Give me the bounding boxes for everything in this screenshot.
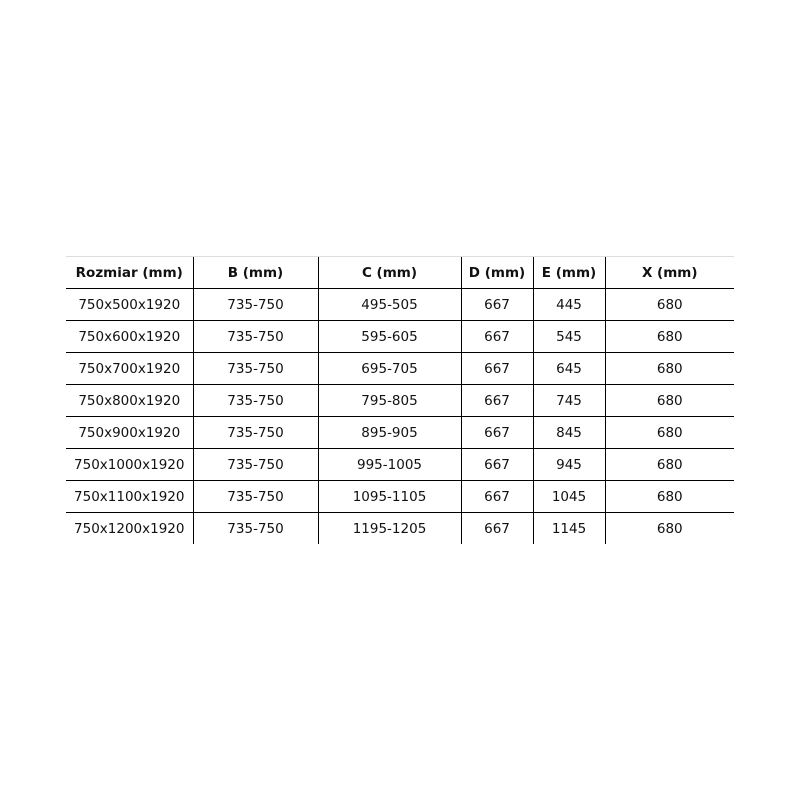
table-cell: 680 (604, 352, 734, 385)
table-cell: 750x1200x1920 (74, 520, 185, 537)
table-cell: 750x800x1920 (66, 384, 193, 417)
table-cell: 735-750 (192, 480, 318, 513)
table-cell: 445 (532, 288, 605, 321)
table-cell: 667 (460, 320, 533, 353)
table-cell: 750x1100x1920 (66, 480, 193, 513)
table-cell: 750x600x1920 (66, 320, 193, 353)
table-cell: 495-505 (317, 288, 461, 321)
table-cell: 680 (604, 448, 734, 481)
table-cell: 750x900x1920 (66, 416, 193, 449)
column-header: C (mm) (317, 256, 461, 289)
table-cell: 795-805 (317, 384, 461, 417)
table-cell: 545 (532, 320, 605, 353)
table-cell: 680 (604, 416, 734, 449)
table-cell: 667 (460, 288, 533, 321)
table-row: 750x700x1920 735-750 695-705 667 645 680 (66, 352, 734, 385)
table-cell: 735-750 (192, 288, 318, 321)
table-cell: 750x700x1920 (66, 352, 193, 385)
table-row: 750x1000x1920 735-750 995-1005 667 945 680 (66, 448, 734, 481)
table-cell: 645 (532, 352, 605, 385)
table-cell: 745 (532, 384, 605, 417)
table-cell: 735-750 (192, 512, 318, 544)
table-cell: 680 (604, 480, 734, 513)
table-cell: 735-750 (192, 416, 318, 449)
table-cell: 695-705 (317, 352, 461, 385)
table-cell: 680 (604, 288, 734, 321)
table-row: 750x600x1920 735-750 595-605 667 545 680 (66, 320, 734, 353)
table-cell: 667 (460, 416, 533, 449)
table-row: 750x1100x1920 735-750 1095-1105 667 1045 680 (66, 480, 734, 513)
table-cell: 667 (460, 512, 533, 544)
table-cell: 1145 (532, 512, 605, 544)
table-cell: 680 (604, 384, 734, 417)
table-row: 750x1200x1920 735-750 1195-1205 667 1145 680 (66, 512, 734, 544)
table-cell: 667 (460, 384, 533, 417)
header-row: Rozmiar (mm) B (mm) C (mm) D (mm) E (mm) X (m… (66, 256, 734, 289)
column-header: D (mm) (460, 256, 533, 289)
table-cell: 735-750 (192, 352, 318, 385)
table-cell: 1045 (532, 480, 605, 513)
table-cell: 735-750 (192, 448, 318, 481)
table-cell: 680 (604, 320, 734, 353)
table-cell: 595-605 (317, 320, 461, 353)
table-cell: 680 (604, 512, 734, 544)
table-row: 750x900x1920 735-750 895-905 667 845 680 (66, 416, 734, 449)
table-cell: 1195-1205 (317, 512, 461, 544)
column-header: X (mm) (604, 256, 734, 289)
table-cell: 667 (460, 480, 533, 513)
table-cell: 735-750 (192, 320, 318, 353)
table-cell: 895-905 (317, 416, 461, 449)
table-cell: 750x1000x1920 (66, 448, 193, 481)
column-header: E (mm) (532, 256, 605, 289)
table-cell: 995-1005 (317, 448, 461, 481)
table-row: 750x800x1920 735-750 795-805 667 745 680 (66, 384, 734, 417)
column-header: B (mm) (192, 256, 318, 289)
table-cell: 845 (532, 416, 605, 449)
table-cell: 945 (532, 448, 605, 481)
column-header: Rozmiar (mm) (66, 256, 193, 289)
table-cell: 667 (460, 448, 533, 481)
table-cell: 735-750 (192, 384, 318, 417)
table-cell: 667 (460, 352, 533, 385)
dimensions-table: Rozmiar (mm) B (mm) C (mm) D (mm) E (mm) X (m… (66, 256, 734, 544)
table-cell: 1095-1105 (317, 480, 461, 513)
table-cell: 750x500x1920 (66, 288, 193, 321)
table-row: 750x500x1920 735-750 495-505 667 445 680 (66, 288, 734, 321)
